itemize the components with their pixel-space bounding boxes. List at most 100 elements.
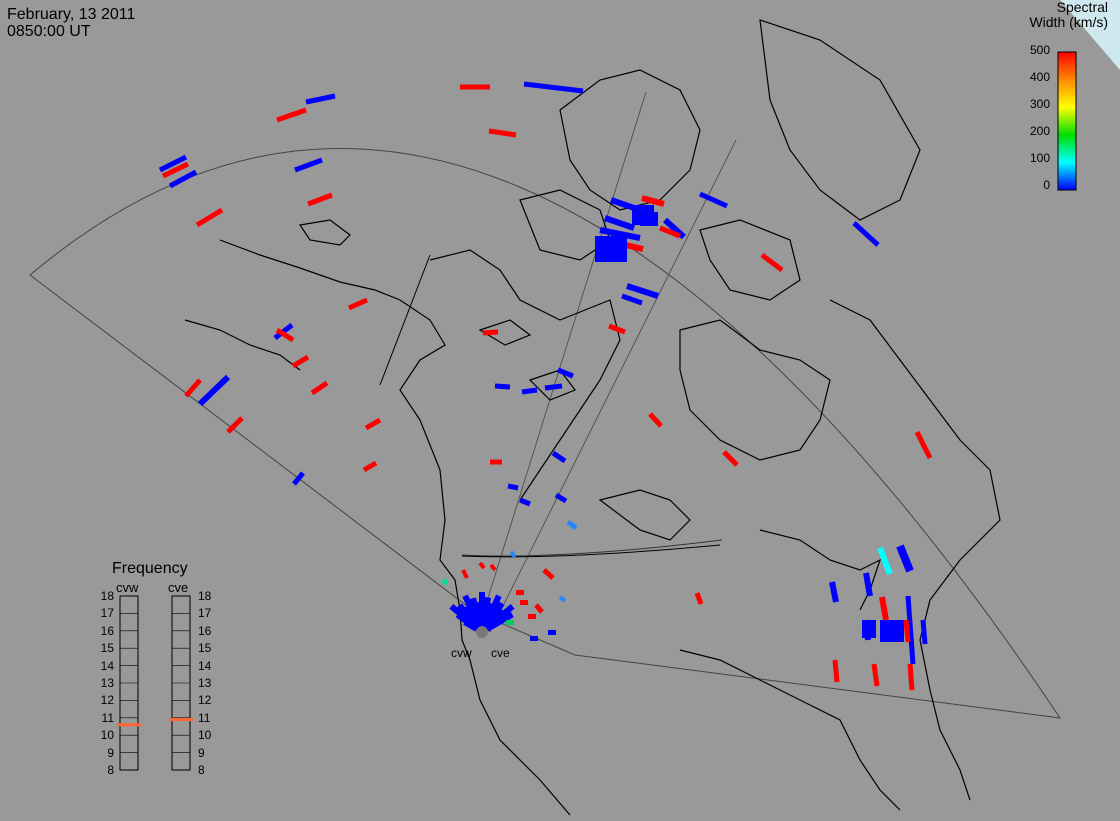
frequency-marker-cve (169, 718, 193, 722)
echo-cell (521, 387, 538, 395)
echo-cell (558, 595, 567, 603)
echo-cell (914, 430, 933, 460)
frequency-tick-right: 11 (198, 710, 211, 725)
frequency-tick-left: 17 (100, 606, 114, 621)
frequency-tick-left: 12 (100, 693, 114, 708)
echo-cell (863, 572, 873, 597)
echo-cell (905, 595, 916, 665)
echo-cell (509, 550, 517, 559)
colorbar-title-line1: Spectral (1056, 0, 1108, 15)
echo-cell (879, 596, 889, 621)
plot-time: 0850:00 UT (7, 23, 91, 40)
echo-cell (478, 561, 486, 570)
echo-cell (554, 492, 568, 504)
echo-cell (551, 450, 567, 464)
radar-label-cve: cve (491, 646, 510, 660)
echo-cell (461, 569, 469, 579)
echo-cells (158, 81, 933, 691)
echo-cell (694, 592, 704, 605)
echo-cell (871, 663, 880, 687)
echo-cell-block (862, 620, 876, 638)
echo-cell (489, 563, 497, 572)
echo-cell (168, 169, 198, 189)
colorbar-tick: 300 (1029, 97, 1050, 111)
echo-cell (903, 619, 911, 643)
frequency-tick-left: 16 (100, 623, 114, 638)
colorbar-tick: 500 (1029, 43, 1050, 57)
radar-site-marker (476, 626, 488, 638)
frequency-tick-left: 18 (100, 589, 114, 603)
frequency-title: Frequency (112, 560, 188, 577)
colorbar-tick: 400 (1029, 70, 1050, 84)
beam-line-a (477, 91, 647, 631)
echo-cell (566, 520, 578, 530)
echo-cell (291, 354, 310, 369)
echo-cell (599, 227, 641, 241)
echo-cell (662, 217, 687, 240)
echo-cell-small (520, 600, 528, 605)
colorbar-title: Spectral Width (km/s) (1029, 0, 1108, 30)
frequency-radar-cve: cve (168, 580, 189, 595)
frequency-tick-right: 16 (198, 623, 212, 638)
coastlines (184, 19, 1001, 816)
radar-label-cvw: cvw (451, 646, 472, 660)
echo-cell-small (516, 590, 524, 595)
echo-cell (364, 417, 382, 431)
frequency-marker-cvw (117, 723, 141, 727)
echo-cell (829, 581, 839, 603)
echo-cell (310, 380, 329, 396)
echo-cell (877, 546, 893, 576)
echo-cell (608, 323, 626, 335)
echo-cell (347, 297, 369, 311)
echo-cell-small (530, 636, 538, 641)
frequency-tick-right: 8 (198, 763, 205, 777)
echo-cell (161, 161, 190, 179)
frequency-tick-right: 13 (198, 676, 212, 690)
colorbar-tick: 200 (1029, 124, 1050, 138)
echo-cell (197, 374, 231, 407)
echo-cell (659, 225, 681, 239)
echo-cell (294, 157, 323, 173)
frequency-tick-right: 15 (198, 641, 212, 656)
frequency-tick-left: 10 (100, 728, 114, 743)
echo-cell (307, 192, 333, 207)
beam-line-b (489, 139, 737, 633)
echo-cell (542, 568, 555, 580)
frequency-tick-right: 14 (198, 658, 212, 673)
echo-cell-small (528, 614, 536, 619)
corner-triangle (1060, 0, 1120, 70)
echo-cell (195, 207, 224, 228)
echo-cell (482, 329, 499, 336)
echo-cell (362, 460, 378, 473)
colorbar-title-line2: Width (km/s) (1029, 14, 1108, 30)
frequency-tick-left: 9 (107, 745, 114, 760)
frequency-tick-right: 10 (198, 728, 212, 743)
echo-cell-block (640, 212, 658, 226)
echo-cell-small (506, 620, 514, 625)
echo-cell (507, 483, 519, 491)
echo-cell (544, 383, 563, 391)
echo-cell (519, 497, 531, 507)
echo-cell (488, 128, 517, 138)
echo-cell (698, 191, 729, 209)
colorbar (1057, 51, 1077, 191)
echo-cell (920, 619, 928, 645)
frequency-tick-right: 17 (198, 606, 212, 621)
frequency-tick-right: 12 (198, 693, 212, 708)
echo-cell (275, 327, 295, 343)
colorbar-tick: 100 (1029, 151, 1050, 165)
frequency-tick-left: 13 (100, 676, 114, 690)
echo-cell (621, 293, 643, 306)
echo-cell (534, 603, 544, 614)
frequency-grid (120, 613, 190, 753)
plot-date: February, 13 2011 (7, 6, 136, 23)
echo-cell (494, 383, 511, 390)
echo-cell-small (548, 630, 556, 635)
echo-cell (158, 154, 188, 173)
frequency-tick-left: 8 (107, 763, 114, 777)
echo-cell (557, 367, 574, 379)
colorbar-tick: 0 (1043, 178, 1050, 192)
echo-cell (305, 93, 336, 105)
borders (379, 254, 721, 558)
frequency-tick-left: 11 (101, 710, 114, 725)
